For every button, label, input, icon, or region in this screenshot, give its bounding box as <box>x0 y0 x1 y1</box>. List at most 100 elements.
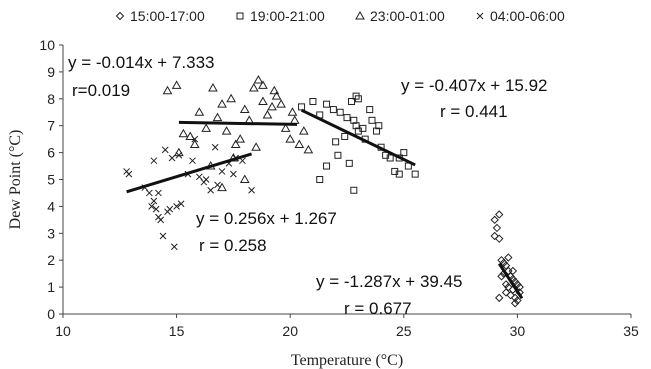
data-point-x <box>173 203 180 210</box>
legend-marker-triangle <box>355 10 365 20</box>
x-tick-label: 15 <box>169 323 185 339</box>
legend-marker-diamond <box>115 11 125 21</box>
y-tick-label: 2 <box>47 252 55 268</box>
data-point-diamond <box>495 234 504 243</box>
data-point-x <box>175 151 183 159</box>
legend-label: 04:00-06:00 <box>490 8 565 24</box>
data-point-x <box>150 197 158 205</box>
data-point-triangle <box>294 139 305 149</box>
data-point-square <box>368 116 376 124</box>
equation-label: y = 0.256x + 1.267 <box>196 209 337 228</box>
data-point-square <box>366 106 374 114</box>
y-tick-label: 7 <box>47 118 55 134</box>
data-point-x <box>195 173 203 181</box>
data-point-square <box>373 127 381 135</box>
data-point-square <box>386 154 394 162</box>
trendline <box>126 152 253 194</box>
legend-label: 23:00-01:00 <box>370 8 445 24</box>
r-value-label: r = 0.441 <box>440 102 508 121</box>
data-point-x <box>207 186 215 194</box>
data-point-x <box>189 157 196 165</box>
r-value-label: r = 0.677 <box>344 299 412 318</box>
data-point-triangle <box>253 74 264 84</box>
data-point-x <box>148 203 155 210</box>
data-point-diamond <box>501 288 511 297</box>
data-point-triangle <box>189 139 200 149</box>
data-point-square <box>316 176 324 183</box>
data-point-square <box>341 132 349 140</box>
data-point-triangle <box>201 123 211 132</box>
data-point-x <box>177 200 185 208</box>
trendline <box>178 120 298 126</box>
y-tick-label: 9 <box>47 64 55 80</box>
data-point-square <box>323 100 331 108</box>
data-point-diamond <box>510 299 520 308</box>
data-point-triangle <box>171 80 182 89</box>
data-point-x <box>157 216 165 224</box>
data-point-diamond <box>497 272 506 281</box>
y-tick-label: 8 <box>47 91 55 107</box>
data-point-x <box>170 243 178 251</box>
data-point-triangle <box>235 134 246 143</box>
data-point-diamond <box>490 215 499 225</box>
data-point-triangle <box>194 107 205 116</box>
x-tick-label: 20 <box>282 323 298 339</box>
data-point-triangle <box>226 93 236 103</box>
data-point-diamond <box>492 223 502 233</box>
data-point-triangle <box>262 109 273 119</box>
data-point-triangle <box>280 123 291 132</box>
x-tick-label: 30 <box>510 323 526 339</box>
data-point-diamond <box>515 282 524 292</box>
data-point-triangle <box>271 91 282 100</box>
legend: 15:00-17:00 19:00-21:00 23:00-01:00 04:00-0… <box>115 8 565 24</box>
x-tick-label: 25 <box>396 323 412 339</box>
data-point-x <box>161 146 169 154</box>
y-tick-label: 5 <box>47 172 55 188</box>
data-point-triangle <box>248 83 259 92</box>
legend-label: 19:00-21:00 <box>250 8 325 24</box>
trendline <box>300 108 416 167</box>
r-value-label: r=0.019 <box>72 81 130 100</box>
y-tick-label: 3 <box>47 225 55 241</box>
data-point-x <box>202 176 210 183</box>
data-point-triangle <box>289 115 300 124</box>
data-point-square <box>400 149 408 157</box>
data-point-x <box>150 157 158 165</box>
data-point-x <box>230 170 237 178</box>
equation-label: y = -0.407x + 15.92 <box>401 76 548 95</box>
data-point-diamond <box>495 210 504 219</box>
data-point-x <box>155 189 162 197</box>
trendlines <box>126 108 524 300</box>
data-point-triangle <box>258 96 268 105</box>
equation-label: y = -1.287x + 39.45 <box>316 272 463 291</box>
y-tick-label: 1 <box>47 279 55 295</box>
equation-annotations: y = -0.014x + 7.333 r=0.019 y = -0.407x + … <box>68 53 548 318</box>
data-point-triangle <box>221 126 232 135</box>
data-point-x <box>145 189 153 197</box>
trendline <box>497 262 524 300</box>
data-point-square <box>359 124 367 132</box>
data-point-square <box>334 151 342 159</box>
data-point-diamond <box>508 266 518 276</box>
data-point-square <box>354 95 362 103</box>
legend-label: 15:00-17:00 <box>130 8 205 24</box>
data-point-square <box>329 106 337 114</box>
data-point-triangle <box>276 99 286 108</box>
data-point-triangle <box>287 107 298 116</box>
data-point-square <box>348 97 356 105</box>
data-point-x <box>214 181 221 189</box>
data-point-x <box>191 135 199 143</box>
data-point-square <box>352 122 360 130</box>
r-value-label: r = 0.258 <box>199 236 267 255</box>
data-point-triangle <box>162 85 173 95</box>
data-point-square <box>309 97 317 105</box>
data-point-x <box>159 232 167 240</box>
data-point-square <box>345 159 353 167</box>
data-point-x <box>218 168 226 175</box>
x-tick-label: 35 <box>623 323 639 339</box>
data-point-square <box>395 170 403 178</box>
data-point-triangle <box>212 112 223 122</box>
equation-label: y = -0.014x + 7.333 <box>68 53 215 72</box>
y-axis-title: Dew Point (°C) <box>7 130 24 230</box>
